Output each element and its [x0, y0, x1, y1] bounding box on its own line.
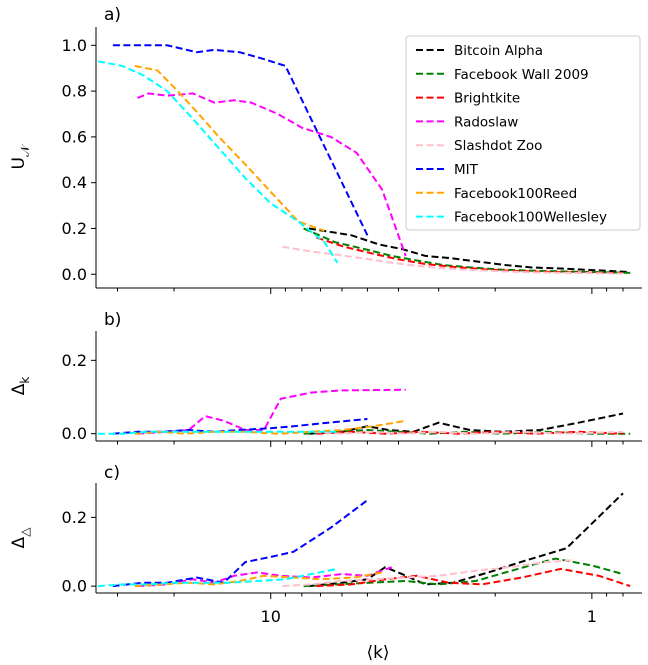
y-tick-label: 0.0: [62, 265, 87, 284]
legend-entry: Bitcoin Alpha: [454, 43, 543, 59]
x-tick-label: 10: [261, 607, 281, 626]
series-line-facebook100wellesley: [97, 60, 339, 264]
series-line-bitcoin-alpha: [308, 492, 624, 588]
y-tick-label: 0.2: [62, 508, 87, 527]
legend-entry: Radoslaw: [454, 114, 518, 130]
x-axis-label: ⟨k⟩: [366, 643, 389, 663]
series-line-brightkite: [316, 430, 624, 435]
series-line-bitcoin-alpha: [308, 227, 631, 273]
y-tick-label: 0.2: [62, 351, 87, 370]
series-line-facebook100reed: [134, 571, 383, 588]
y-tick-label: 0.6: [62, 127, 87, 146]
y-tick-label: 0.0: [62, 424, 87, 443]
series-line-bitcoin-alpha: [308, 412, 624, 435]
y-axis-label: Δk: [9, 377, 32, 396]
legend-entry: Facebook Wall 2009: [454, 67, 589, 83]
series-line-facebook100wellesley: [98, 430, 338, 435]
y-tick-label: 0.4: [62, 173, 87, 192]
y-axis-label: U𝒩: [9, 143, 32, 169]
panel-label: c): [104, 463, 120, 483]
legend-entry: Brightkite: [454, 91, 520, 107]
legend-entry: Facebook100Wellesley: [454, 210, 607, 226]
panel-label: a): [104, 5, 121, 25]
panel-b: b) 0.0 0.2 Δk: [9, 310, 642, 447]
panel-c: c) 0.0 0.2 10 1 Δ△ ⟨k⟩: [9, 463, 642, 663]
series-line-radoslaw: [137, 566, 393, 588]
legend-entry: Slashdot Zoo: [454, 138, 542, 154]
legend-entry: MIT: [454, 162, 479, 178]
series-line-mit: [112, 44, 369, 236]
y-axis-label: Δ△: [9, 527, 32, 549]
legend: Bitcoin Alpha Facebook Wall 2009 Brightkit…: [405, 35, 641, 231]
legend-box: [405, 35, 641, 231]
y-tick-label: 0.2: [62, 219, 87, 238]
y-tick-label: 0.8: [62, 82, 87, 101]
series-line-radoslaw: [137, 92, 407, 257]
series-line-facebook100wellesley: [97, 567, 338, 588]
panel-a: a) 0.0 0.2 0.4 0.6 0.8 1.0 U𝒩 Bitcoin Alpha Faceb…: [9, 5, 642, 294]
y-tick-label: 0.0: [62, 577, 87, 596]
series-line-slashdot-zoo: [282, 245, 624, 275]
series-line-slashdot-zoo: [282, 430, 624, 435]
series-line-slashdot-zoo: [282, 559, 573, 588]
series-line-facebook100reed: [134, 64, 325, 232]
series-line-facebook-wall-2009: [303, 227, 631, 274]
x-tick-label: 1: [587, 607, 597, 626]
panel-label: b): [104, 310, 121, 330]
legend-entry: Facebook100Reed: [454, 186, 577, 202]
y-tick-label: 1.0: [62, 36, 87, 55]
series-line-mit: [112, 499, 369, 588]
series-line-brightkite: [316, 567, 631, 588]
